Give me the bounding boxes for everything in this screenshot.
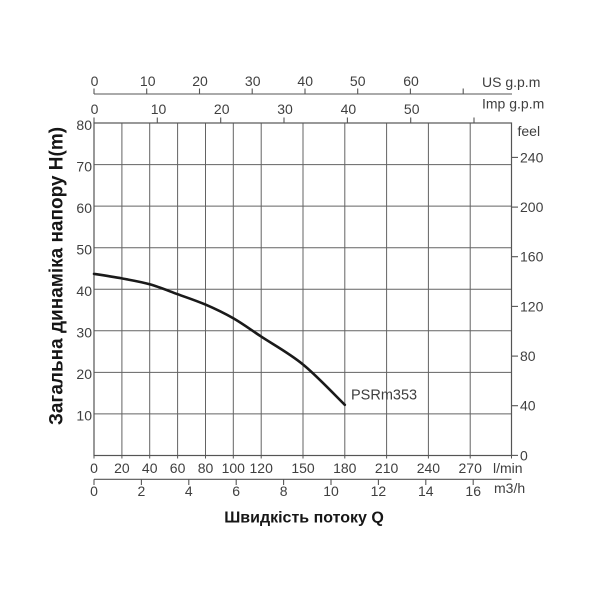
svg-text:l/min: l/min (493, 460, 523, 476)
svg-text:240: 240 (417, 460, 441, 476)
svg-text:160: 160 (520, 249, 544, 265)
svg-text:30: 30 (277, 101, 293, 117)
svg-text:80: 80 (198, 460, 214, 476)
svg-text:20: 20 (114, 460, 130, 476)
svg-text:2: 2 (138, 483, 146, 499)
svg-text:0: 0 (90, 483, 98, 499)
svg-text:40: 40 (142, 460, 158, 476)
svg-text:0: 0 (91, 73, 99, 89)
svg-text:20: 20 (76, 366, 92, 382)
svg-text:Загальна динаміка напору H(m): Загальна динаміка напору H(m) (47, 127, 68, 425)
svg-text:6: 6 (232, 483, 240, 499)
svg-text:40: 40 (297, 73, 313, 89)
svg-text:120: 120 (250, 460, 274, 476)
svg-text:50: 50 (350, 73, 366, 89)
svg-text:120: 120 (520, 298, 544, 314)
svg-text:Imp g.p.m: Imp g.p.m (482, 96, 544, 112)
svg-text:40: 40 (76, 283, 92, 299)
svg-text:12: 12 (371, 483, 387, 499)
svg-text:30: 30 (76, 325, 92, 341)
svg-text:60: 60 (170, 460, 186, 476)
svg-text:200: 200 (520, 199, 544, 215)
svg-text:14: 14 (418, 483, 434, 499)
svg-text:PSRm353: PSRm353 (351, 388, 417, 404)
svg-text:40: 40 (520, 398, 536, 414)
svg-text:60: 60 (76, 200, 92, 216)
svg-text:150: 150 (291, 460, 315, 476)
svg-text:20: 20 (214, 101, 230, 117)
svg-text:70: 70 (76, 158, 92, 174)
svg-text:240: 240 (520, 149, 544, 165)
svg-text:50: 50 (404, 101, 420, 117)
svg-text:40: 40 (341, 101, 357, 117)
svg-text:10: 10 (151, 101, 167, 117)
svg-text:8: 8 (280, 483, 288, 499)
svg-text:4: 4 (185, 483, 193, 499)
svg-text:210: 210 (375, 460, 399, 476)
svg-text:10: 10 (323, 483, 339, 499)
svg-text:50: 50 (76, 241, 92, 257)
svg-text:16: 16 (465, 483, 481, 499)
svg-text:0: 0 (520, 447, 528, 463)
svg-text:0: 0 (90, 460, 98, 476)
svg-text:US g.p.m: US g.p.m (482, 74, 540, 90)
svg-text:100: 100 (222, 460, 246, 476)
svg-text:180: 180 (333, 460, 357, 476)
svg-text:20: 20 (192, 73, 208, 89)
svg-text:30: 30 (245, 73, 261, 89)
svg-text:80: 80 (520, 348, 536, 364)
svg-text:10: 10 (76, 407, 92, 423)
svg-text:m3/h: m3/h (494, 480, 525, 496)
svg-text:80: 80 (76, 117, 92, 133)
svg-text:feel: feel (518, 123, 541, 139)
svg-text:Швидкість потоку Q: Швидкість потоку Q (224, 510, 384, 527)
svg-text:10: 10 (140, 73, 156, 89)
svg-text:0: 0 (91, 101, 99, 117)
svg-text:60: 60 (403, 73, 419, 89)
svg-text:270: 270 (459, 460, 483, 476)
